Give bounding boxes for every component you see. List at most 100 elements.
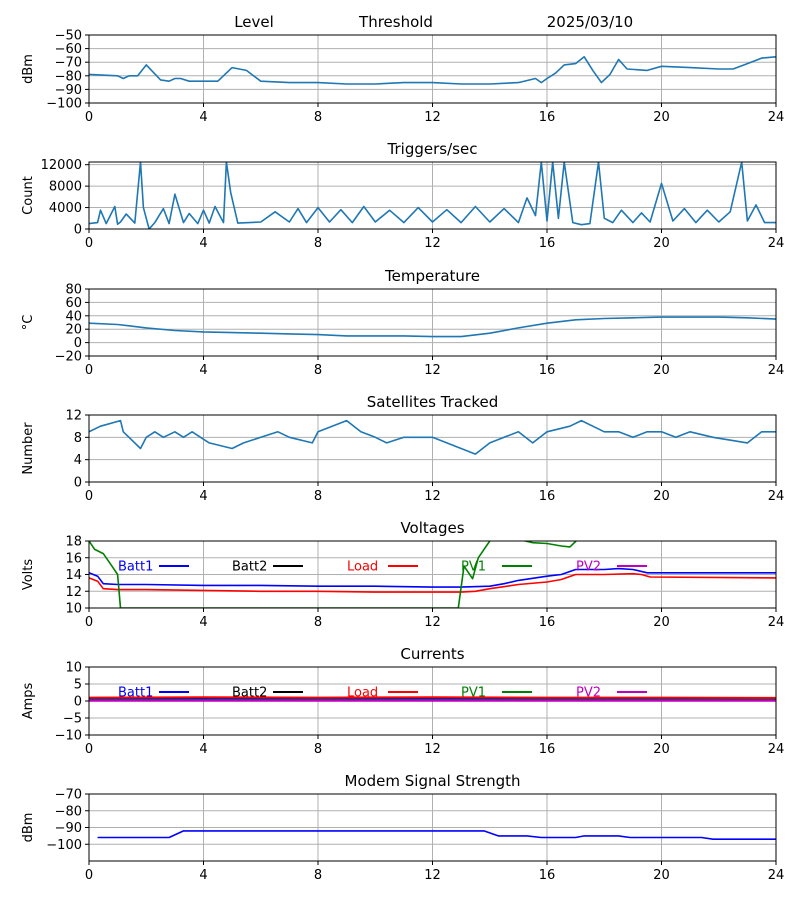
x-tick-label: 12 xyxy=(424,110,441,125)
header-date-label: 2025/03/10 xyxy=(547,13,633,31)
y-tick-label: 80 xyxy=(65,283,82,298)
chart-title: Voltages xyxy=(400,519,464,537)
y-tick-label: −100 xyxy=(46,838,82,853)
x-tick-label: 12 xyxy=(424,489,441,504)
x-tick-label: 24 xyxy=(768,236,785,251)
x-tick-label: 24 xyxy=(768,110,785,125)
y-axis-label: °C xyxy=(21,315,36,331)
series-group xyxy=(97,830,776,841)
series-group xyxy=(89,316,776,338)
x-tick-label: 4 xyxy=(199,489,207,504)
x-tick-label: 12 xyxy=(424,363,441,378)
x-tick-label: 0 xyxy=(85,110,93,125)
chart-title: Satellites Tracked xyxy=(367,393,498,411)
x-tick-label: 24 xyxy=(768,868,785,883)
x-tick-label: 4 xyxy=(199,363,207,378)
x-tick-label: 16 xyxy=(539,615,556,630)
series-line xyxy=(97,830,776,841)
chart-modem: 0 4 8 12 16 20 24 −100 −90 −80−70 Modem Signal Str… xyxy=(21,772,784,883)
x-tick-label: 24 xyxy=(768,363,785,378)
series-line-pv1 xyxy=(89,541,578,608)
x-tick-label: 8 xyxy=(314,615,322,630)
series-group xyxy=(89,419,776,455)
y-tick-label: 18 xyxy=(65,535,82,550)
x-tick-label: 16 xyxy=(539,489,556,504)
series-line xyxy=(89,419,776,455)
x-tick-label: 16 xyxy=(539,110,556,125)
legend-label-pv1: PV1 xyxy=(461,560,486,575)
header-threshold-label: Threshold xyxy=(358,13,433,31)
x-tick-label: 12 xyxy=(424,742,441,757)
x-tick-label: 0 xyxy=(85,363,93,378)
y-axis-label: Amps xyxy=(21,682,36,719)
y-tick-label: 5 xyxy=(74,678,82,693)
chart-level: 0 4 8 12 16 20 24 −100−90−80−70−60−50 dBm xyxy=(21,29,784,126)
legend-label-load: Load xyxy=(347,686,378,701)
x-tick-label: 8 xyxy=(314,742,322,757)
series-group xyxy=(89,696,776,702)
x-tick-label: 4 xyxy=(199,236,207,251)
y-tick-label: 12 xyxy=(65,409,82,424)
y-tick-label: 0 xyxy=(74,223,82,238)
x-tick-label: 8 xyxy=(314,489,322,504)
y-axis-label: Count xyxy=(21,176,36,215)
y-tick-label: 0 xyxy=(74,476,82,491)
x-tick-label: 0 xyxy=(85,489,93,504)
x-tick-label: 16 xyxy=(539,363,556,378)
series-group xyxy=(89,162,776,229)
series-line-batt1 xyxy=(89,567,776,588)
y-tick-label: −5 xyxy=(63,712,82,727)
y-tick-label: 0 xyxy=(74,695,82,710)
legend-label-load: Load xyxy=(347,560,378,575)
y-tick-label: −90 xyxy=(55,821,82,836)
series-group xyxy=(89,55,776,85)
y-tick-label: 8000 xyxy=(49,180,82,195)
x-tick-label: 12 xyxy=(424,615,441,630)
series-line-load xyxy=(89,572,776,593)
x-tick-label: 12 xyxy=(424,236,441,251)
series-group xyxy=(89,541,776,608)
series-line-load xyxy=(89,696,776,699)
x-tick-label: 0 xyxy=(85,615,93,630)
x-tick-label: 20 xyxy=(653,489,670,504)
legend-label-pv2: PV2 xyxy=(576,560,601,575)
chart-title: Modem Signal Strength xyxy=(345,772,521,790)
series-line xyxy=(89,55,776,85)
x-tick-label: 20 xyxy=(653,615,670,630)
y-tick-label: −60 xyxy=(55,42,82,57)
x-tick-label: 8 xyxy=(314,110,322,125)
y-tick-label: 10 xyxy=(65,661,82,676)
x-tick-label: 20 xyxy=(653,742,670,757)
series-line xyxy=(89,316,776,338)
y-tick-label: 12000 xyxy=(41,158,82,173)
x-tick-label: 8 xyxy=(314,236,322,251)
x-tick-label: 4 xyxy=(199,615,207,630)
x-tick-label: 24 xyxy=(768,489,785,504)
y-tick-label: −100 xyxy=(46,97,82,112)
x-tick-label: 20 xyxy=(653,868,670,883)
y-tick-label: 16 xyxy=(65,551,82,566)
x-tick-label: 4 xyxy=(199,110,207,125)
y-tick-label: 12 xyxy=(65,585,82,600)
y-tick-label: −70 xyxy=(55,56,82,71)
chart-satellites: 0 4 8 12 16 20 24 0 4 8 12 Satellites Tracked Number xyxy=(21,393,784,504)
legend-label-batt2: Batt2 xyxy=(232,686,267,701)
y-tick-label: 8 xyxy=(74,431,82,446)
y-tick-label: −50 xyxy=(55,29,82,44)
y-tick-label: −80 xyxy=(55,804,82,819)
legend-label-batt2: Batt2 xyxy=(232,560,267,575)
x-tick-label: 20 xyxy=(653,363,670,378)
x-tick-label: 0 xyxy=(85,236,93,251)
y-tick-label: −70 xyxy=(55,788,82,803)
series-line xyxy=(89,162,776,229)
legend-label-pv1: PV1 xyxy=(461,686,486,701)
y-tick-label: 60 xyxy=(65,296,82,311)
x-tick-label: 4 xyxy=(199,742,207,757)
chart-title: Triggers/sec xyxy=(387,140,478,158)
y-tick-label: −90 xyxy=(55,83,82,98)
y-tick-label: 10 xyxy=(65,602,82,617)
x-tick-label: 8 xyxy=(314,868,322,883)
